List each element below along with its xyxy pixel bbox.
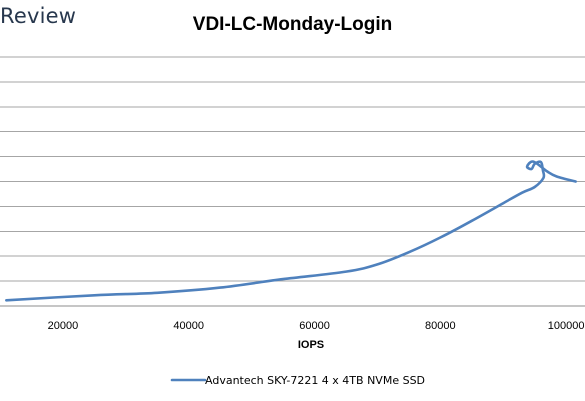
series-line [5, 160, 577, 302]
x-tick-label: 20000 [48, 320, 79, 332]
legend-label: Advantech SKY-7221 4 x 4TB NVMe SSD [205, 374, 425, 387]
legend: Advantech SKY-7221 4 x 4TB NVMe SSD [170, 374, 425, 387]
brand-logo: Review [0, 4, 77, 28]
x-tick-label: 60000 [299, 320, 330, 332]
chart-title: VDI-LC-Monday-Login [192, 14, 393, 35]
x-tick-label: 100000 [548, 320, 585, 332]
x-axis-title: IOPS [298, 339, 324, 351]
series-group [5, 160, 577, 302]
x-tick-label: 40000 [173, 320, 204, 332]
gridlines [0, 56, 585, 307]
x-axis-ticks: 20000 40000 60000 80000 100000 [48, 320, 585, 332]
x-tick-label: 80000 [425, 320, 456, 332]
